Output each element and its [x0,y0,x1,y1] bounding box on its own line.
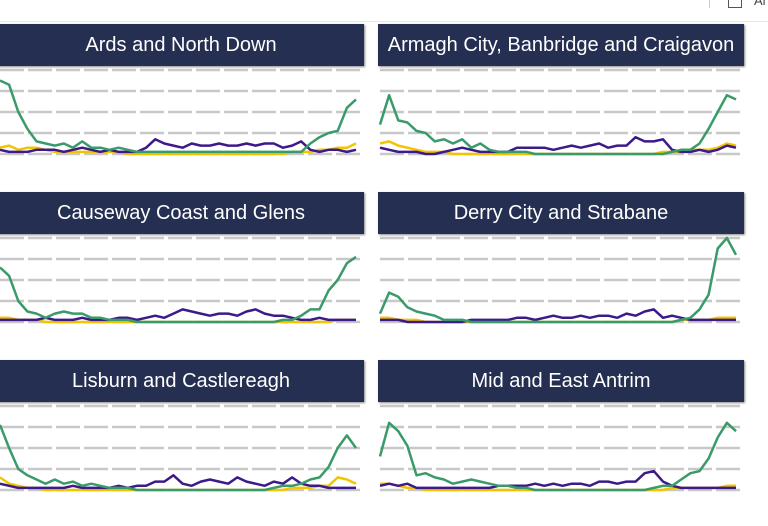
chart-panel: Armagh City, Banbridge and Craigavon [378,24,744,190]
series-line-green [0,79,357,154]
toolbar-separator [709,0,710,8]
series-line-green [0,424,358,492]
chart-title: Derry City and Strabane [378,192,744,234]
chart-title: Mid and East Antrim [378,360,744,402]
series-line-green [378,93,737,156]
series-line-green [378,421,737,492]
series-line-green [0,255,357,324]
chart-title: Lisburn and Castlereagh [0,360,364,402]
chart-title: Armagh City, Banbridge and Craigavon [378,24,744,66]
line-chart [0,404,362,492]
series-line-purple [0,474,356,490]
series-line-purple [380,308,736,324]
chart-title: Ards and North Down [0,24,364,66]
select-all-checkbox[interactable] [728,0,742,8]
line-chart [378,404,742,492]
line-chart [0,236,362,324]
chart-panel: Derry City and Strabane [378,192,744,358]
series-line-purple [379,469,736,490]
chart-title: Causeway Coast and Glens [0,192,364,234]
select-all-label: Al [754,0,766,8]
chart-panel: Mid and East Antrim [378,360,744,526]
chart-panel: Causeway Coast and Glens [0,192,364,358]
chart-panel: Ards and North Down [0,24,364,190]
chart-panel: Lisburn and Castlereagh [0,360,364,526]
line-chart [378,236,742,324]
line-chart [0,68,362,156]
top-divider [0,21,768,22]
line-chart [378,68,742,156]
series-line-green [378,236,738,324]
series-line-purple [0,138,357,154]
